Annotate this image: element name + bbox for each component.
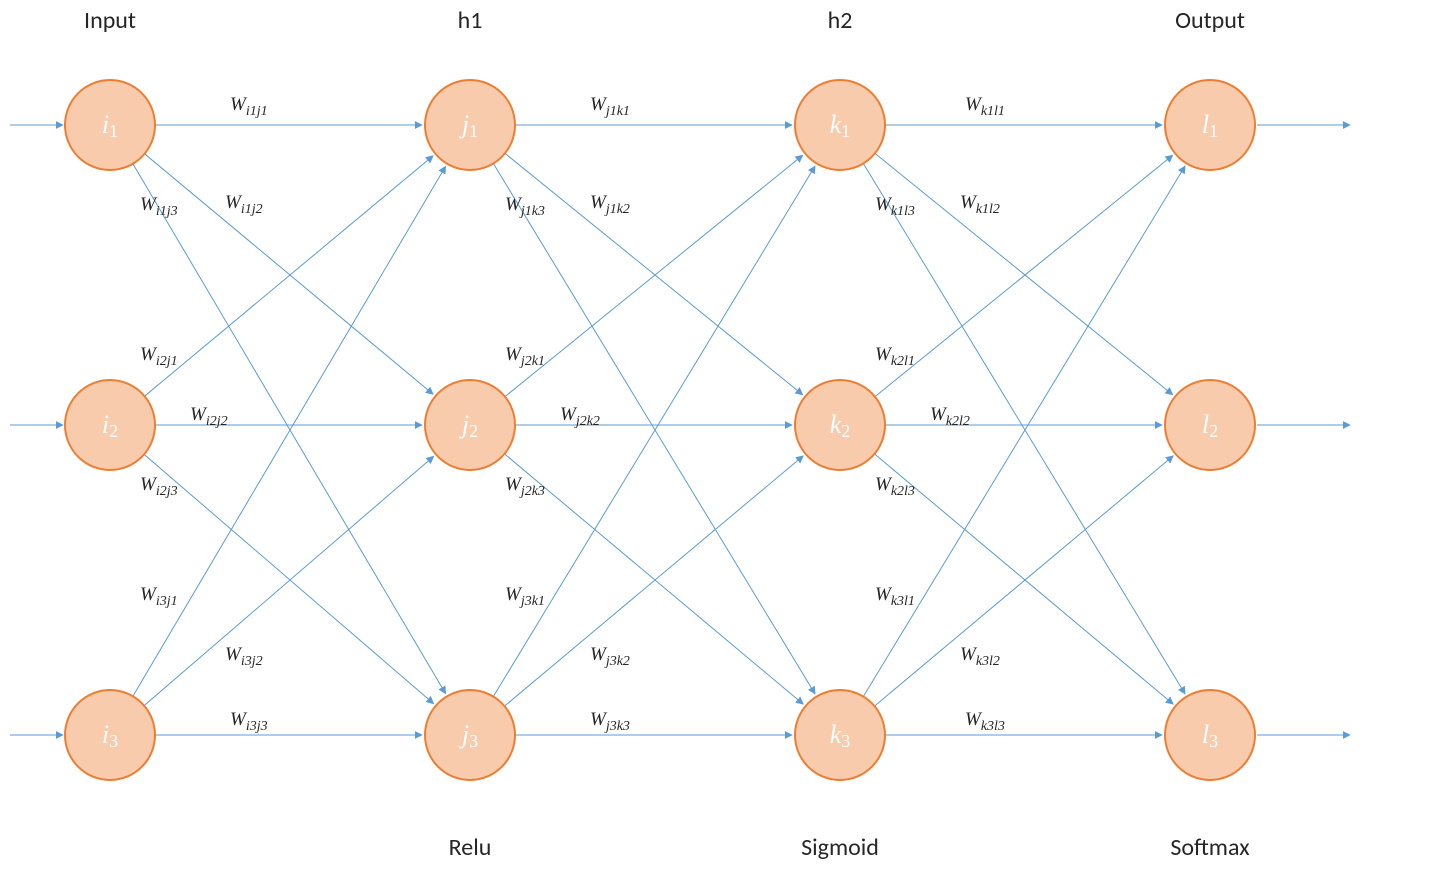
weight-i3j1: Wi3j1 — [140, 584, 178, 609]
edge-j2-k1 — [505, 155, 803, 396]
weight-k2l3: Wk2l3 — [875, 474, 915, 499]
edge-j2-k3 — [504, 454, 803, 704]
weight-i1j3: Wi1j3 — [140, 194, 178, 219]
edge-j3-k2 — [504, 456, 803, 706]
edge-i3-j2 — [144, 456, 434, 705]
weight-k2l1: Wk2l1 — [875, 344, 915, 369]
nodes-group: i1i2i3j1j2j3k1k2k3l1l2l3 — [65, 80, 1255, 780]
weight-i3j3: Wi3j3 — [230, 709, 268, 734]
edge-i2-j3 — [144, 454, 434, 703]
edge-k1-l2 — [875, 153, 1173, 394]
edge-k1-l3 — [863, 163, 1185, 693]
weight-k1l2: Wk1l2 — [960, 192, 1000, 217]
activation-label-2: Sigmoid — [801, 833, 879, 862]
weight-k1l1: Wk1l1 — [965, 94, 1005, 119]
layer-title-2: h2 — [828, 6, 853, 35]
edges-group — [10, 125, 1350, 735]
edge-i1-j2 — [145, 154, 434, 394]
edge-k2-l1 — [875, 155, 1173, 396]
weight-j1k1: Wj1k1 — [590, 94, 630, 119]
edge-k3-l2 — [874, 456, 1173, 706]
activation-label-1: Relu — [449, 833, 492, 862]
weight-k3l3: Wk3l3 — [965, 709, 1005, 734]
weight-j1k3: Wj1k3 — [505, 194, 545, 219]
weight-k3l2: Wk3l2 — [960, 644, 1000, 669]
weight-j2k3: Wj2k3 — [505, 474, 545, 499]
weight-j2k1: Wj2k1 — [505, 344, 545, 369]
edge-k3-l1 — [863, 166, 1185, 696]
edge-k2-l3 — [874, 454, 1173, 704]
edge-i2-j1 — [145, 156, 434, 396]
weight-i1j1: Wi1j1 — [230, 94, 268, 119]
weight-j3k3: Wj3k3 — [590, 709, 630, 734]
weight-k3l1: Wk3l1 — [875, 584, 915, 609]
edge-j1-k3 — [493, 163, 815, 693]
neural-network-diagram: i1i2i3j1j2j3k1k2k3l1l2l3Wi1j1 Wi1j2 Wi1j3 W… — [0, 0, 1434, 887]
weight-i3j2: Wi3j2 — [225, 644, 263, 669]
weight-j3k2: Wj3k2 — [590, 644, 630, 669]
weight-i1j2: Wi1j2 — [225, 192, 263, 217]
layer-title-3: Output — [1175, 6, 1245, 35]
activation-label-3: Softmax — [1170, 833, 1250, 862]
layer-title-0: Input — [84, 6, 136, 35]
weight-k1l3: Wk1l3 — [875, 194, 915, 219]
weight-j3k1: Wj3k1 — [505, 584, 545, 609]
weight-j1k2: Wj1k2 — [590, 192, 630, 217]
edge-i1-j3 — [133, 164, 446, 694]
layer-title-1: h1 — [458, 6, 483, 35]
edge-i3-j1 — [133, 166, 446, 696]
edge-j3-k1 — [493, 166, 815, 696]
weight-i2j1: Wi2j1 — [140, 344, 178, 369]
edge-j1-k2 — [505, 153, 803, 394]
